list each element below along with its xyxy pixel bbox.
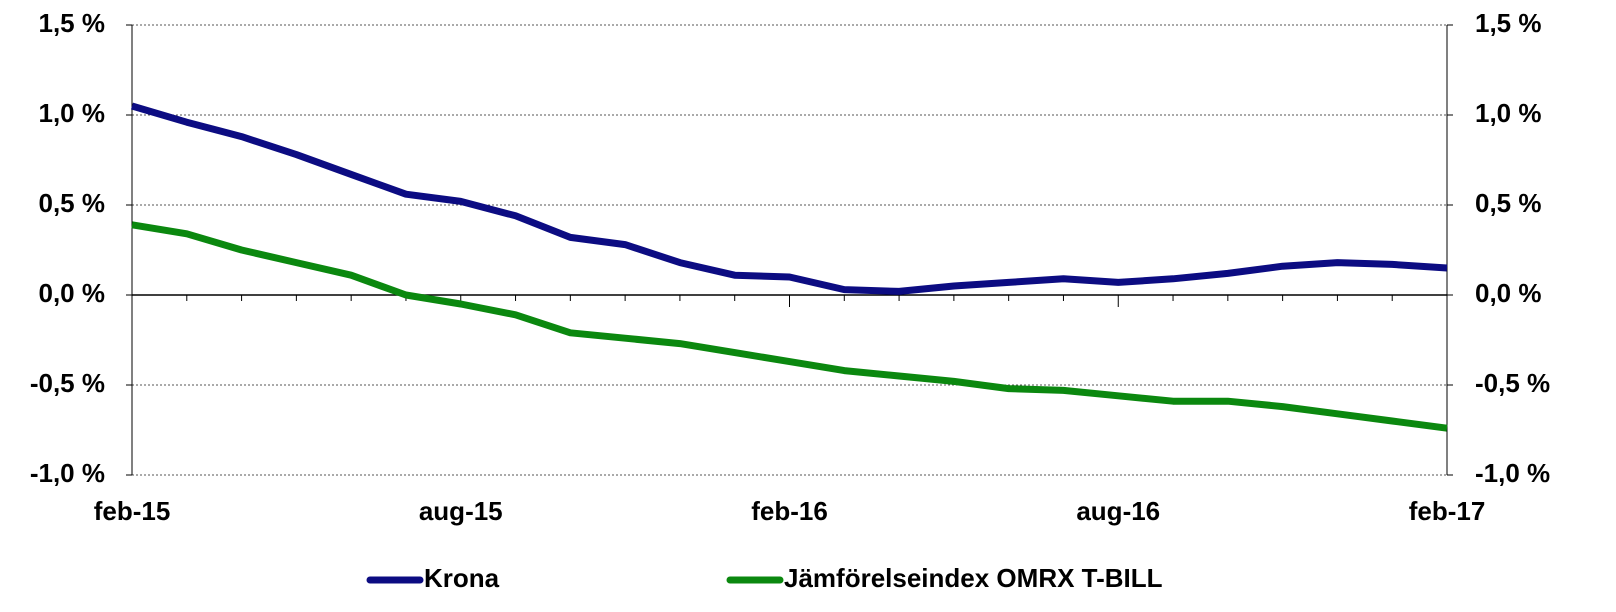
y2-tick-label: -0,5 % — [1475, 368, 1550, 398]
x-tick-label: aug-15 — [419, 496, 503, 526]
y2-tick-label: 1,0 % — [1475, 98, 1542, 128]
y-tick-label: -1,0 % — [30, 458, 105, 488]
y2-tick-label: -1,0 % — [1475, 458, 1550, 488]
x-tick-label: feb-15 — [94, 496, 171, 526]
x-tick-label: feb-16 — [751, 496, 828, 526]
y2-tick-label: 0,5 % — [1475, 188, 1542, 218]
y-tick-label: 1,5 % — [39, 8, 106, 38]
x-tick-label: aug-16 — [1076, 496, 1160, 526]
legend-label: Jämförelseindex OMRX T-BILL — [784, 563, 1163, 593]
series-line — [131, 221, 1448, 432]
x-tick-label: feb-17 — [1409, 496, 1486, 526]
y-tick-label: 1,0 % — [39, 98, 106, 128]
y2-tick-label: 0,0 % — [1475, 278, 1542, 308]
y-tick-label: -0,5 % — [30, 368, 105, 398]
legend-label: Krona — [424, 563, 500, 593]
y2-tick-label: 1,5 % — [1475, 8, 1542, 38]
series-line — [131, 102, 1448, 295]
y-tick-label: 0,0 % — [39, 278, 106, 308]
y-tick-label: 0,5 % — [39, 188, 106, 218]
